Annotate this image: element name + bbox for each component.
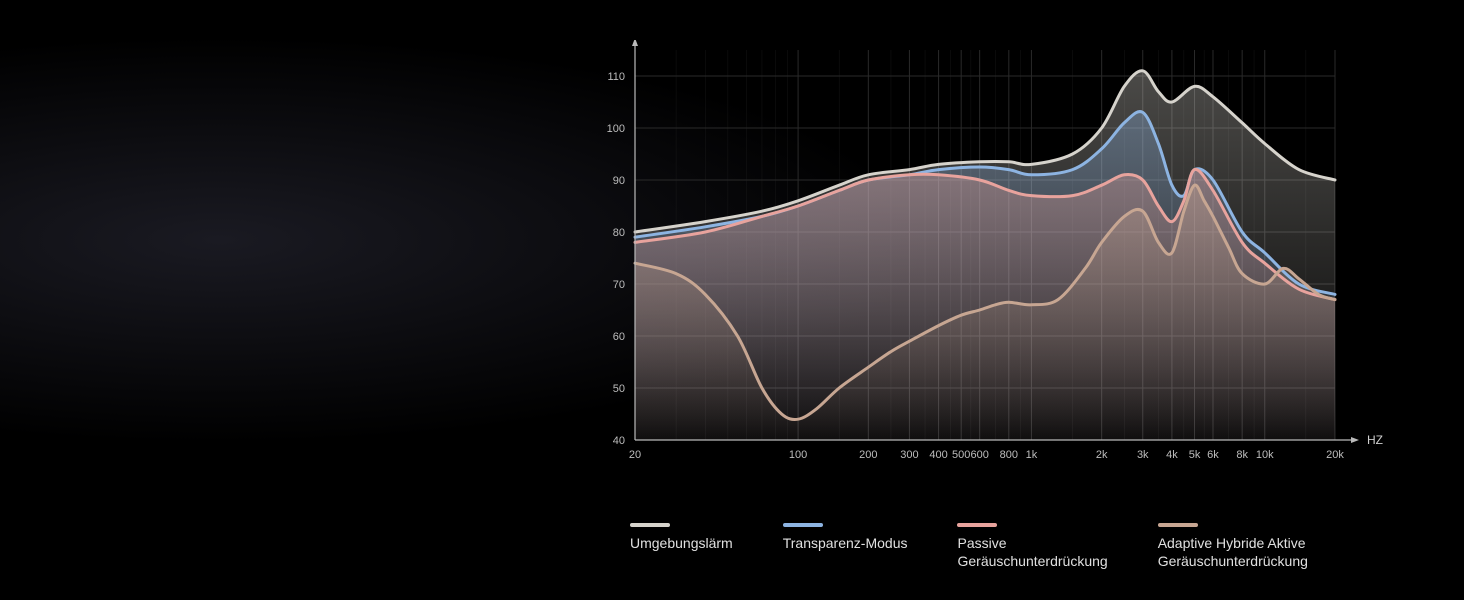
svg-text:1k: 1k xyxy=(1026,449,1038,461)
svg-text:5k: 5k xyxy=(1189,449,1201,461)
svg-text:10k: 10k xyxy=(1256,449,1274,461)
svg-text:110: 110 xyxy=(607,71,625,83)
svg-text:50: 50 xyxy=(613,383,625,395)
legend-item-adaptive: Adaptive Hybride Aktive Geräuschunterdrü… xyxy=(1158,523,1308,570)
svg-text:3k: 3k xyxy=(1137,449,1149,461)
svg-text:60: 60 xyxy=(613,331,625,343)
svg-text:100: 100 xyxy=(607,123,625,135)
svg-text:20k: 20k xyxy=(1326,449,1344,461)
svg-text:300: 300 xyxy=(900,449,918,461)
svg-text:40: 40 xyxy=(613,435,625,447)
svg-text:200: 200 xyxy=(859,449,877,461)
legend-swatch-passive xyxy=(957,523,997,527)
svg-text:2k: 2k xyxy=(1096,449,1108,461)
frequency-response-chart: 40 50 60 70 80 90 100 110 20 100 200 300 400 500600 80… xyxy=(590,40,1420,570)
svg-text:400: 400 xyxy=(929,449,947,461)
svg-text:100: 100 xyxy=(789,449,807,461)
legend-item-ambient: Umgebungslärm xyxy=(630,523,733,570)
svg-text:90: 90 xyxy=(613,175,625,187)
legend-swatch-adaptive xyxy=(1158,523,1198,527)
legend-swatch-transparency xyxy=(783,523,823,527)
svg-text:20: 20 xyxy=(629,449,641,461)
svg-text:600: 600 xyxy=(970,449,988,461)
svg-text:8k: 8k xyxy=(1236,449,1248,461)
svg-text:800: 800 xyxy=(1000,449,1018,461)
svg-text:80: 80 xyxy=(613,227,625,239)
legend-label-passive: Passive Geräuschunterdrückung xyxy=(957,535,1107,570)
chart-canvas: 40 50 60 70 80 90 100 110 20 100 200 300 400 500600 80… xyxy=(590,40,1420,490)
svg-text:70: 70 xyxy=(613,279,625,291)
svg-text:4k: 4k xyxy=(1166,449,1178,461)
legend-swatch-ambient xyxy=(630,523,670,527)
svg-text:500: 500 xyxy=(952,449,970,461)
legend-item-passive: Passive Geräuschunterdrückung xyxy=(957,523,1107,570)
legend-item-transparency: Transparenz-Modus xyxy=(783,523,908,570)
legend: Umgebungslärm Transparenz-Modus Passive … xyxy=(630,523,1420,570)
x-axis-label: HZ xyxy=(1367,433,1383,447)
legend-label-adaptive: Adaptive Hybride Aktive Geräuschunterdrü… xyxy=(1158,535,1308,570)
legend-label-ambient: Umgebungslärm xyxy=(630,535,733,553)
legend-label-transparency: Transparenz-Modus xyxy=(783,535,908,553)
svg-text:6k: 6k xyxy=(1207,449,1219,461)
